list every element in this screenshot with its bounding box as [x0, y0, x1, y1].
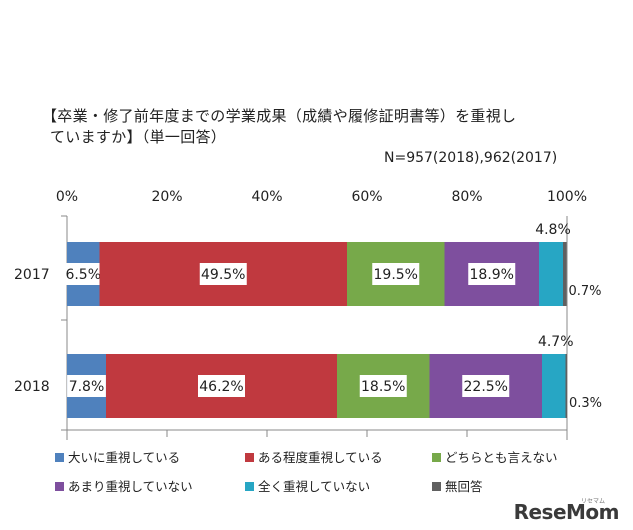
logo-text: ReseMom	[513, 500, 620, 524]
data-label-box	[468, 263, 516, 285]
x-tick-label: 20%	[151, 189, 182, 205]
sample-size-note: N=957(2018),962(2017)	[384, 150, 558, 166]
x-tick-label: 0%	[56, 189, 78, 205]
data-label-box	[359, 375, 407, 397]
chart-title-line1: 【卒業・修了前年度までの学業成果（成績や履修証明書等）を重視し	[42, 107, 517, 125]
legend-swatch	[55, 482, 64, 491]
data-label: 4.7%	[538, 334, 574, 350]
data-label: 46.2%	[199, 379, 243, 395]
legend-label: 大いに重視している	[68, 450, 180, 465]
legend-swatch	[245, 453, 254, 462]
chart-title-line2: ていますか】（単一回答）	[50, 128, 227, 146]
resemom-logo: リセマム ReseMom	[459, 496, 620, 526]
x-tick-label: 40%	[251, 189, 282, 205]
data-label: 18.5%	[361, 379, 405, 395]
data-label: 19.5%	[374, 267, 418, 283]
bar-segment	[565, 354, 567, 418]
legend-swatch	[245, 482, 254, 491]
legend-label: 全く重視していない	[258, 479, 370, 494]
data-label-box	[462, 375, 510, 397]
x-tick-label: 60%	[351, 189, 382, 205]
data-label-box	[198, 375, 245, 397]
data-label-box	[372, 263, 420, 285]
data-label: 0.7%	[569, 284, 602, 299]
legend-swatch	[55, 453, 64, 462]
chart-title: 【卒業・修了前年度までの学業成果（成績や履修証明書等）を重視し ていますか】（単…	[42, 106, 612, 148]
bar-segment	[542, 354, 566, 418]
bar-segment	[563, 242, 567, 306]
logo-sub-text: リセマム	[580, 498, 605, 505]
category-label: 2017	[14, 267, 50, 283]
category-label: 2018	[14, 379, 50, 395]
legend-label: 無回答	[445, 479, 483, 494]
bar-segment	[539, 242, 563, 306]
x-tick-label: 100%	[547, 189, 587, 205]
legend-label: あまり重視していない	[68, 479, 193, 494]
data-label: 22.5%	[464, 379, 508, 395]
data-label: 18.9%	[470, 267, 514, 283]
data-label-box	[67, 375, 106, 397]
data-label: 4.8%	[535, 222, 571, 238]
data-label-box	[199, 263, 247, 285]
legend-swatch	[432, 482, 441, 491]
legend-label: ある程度重視している	[258, 450, 383, 465]
x-tick-label: 80%	[451, 189, 482, 205]
data-label: 6.5%	[65, 267, 101, 283]
legend-swatch	[432, 453, 441, 462]
data-label: 0.3%	[569, 396, 602, 411]
data-label: 7.8%	[69, 379, 105, 395]
data-label-box	[63, 263, 103, 285]
data-label: 49.5%	[201, 267, 245, 283]
legend-label: どちらとも言えない	[445, 450, 558, 465]
